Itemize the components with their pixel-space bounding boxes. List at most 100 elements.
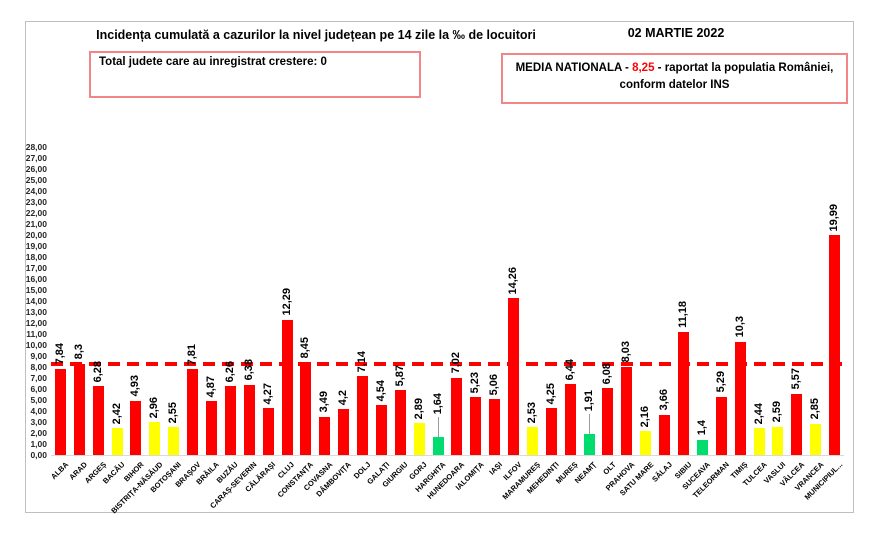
bar-value-label: 6,26 xyxy=(223,360,236,383)
bar-BACĂU xyxy=(111,428,123,455)
y-axis-tick-label: 2,00 xyxy=(30,428,47,438)
y-axis-tick-label: 25,00 xyxy=(25,175,47,185)
y-axis-tick-label: 4,00 xyxy=(30,406,47,416)
y-axis-tick-label: 23,00 xyxy=(25,197,47,207)
bar-GIURGIU xyxy=(394,390,406,455)
bar-COVASNA xyxy=(319,416,331,455)
average-line2: conform datelor INS xyxy=(619,78,730,91)
bar-value-label: 4,87 xyxy=(204,376,217,398)
bar-value-label: 8,3 xyxy=(72,344,85,360)
label-leader-line xyxy=(438,416,439,437)
y-axis-tick-label: 14,00 xyxy=(25,296,47,306)
bar-ARAD xyxy=(73,363,85,455)
bar-value-label: 4,93 xyxy=(129,375,142,397)
bar-OLT xyxy=(602,388,614,455)
average-suffix: - raportat la populatia României, xyxy=(654,62,834,74)
bar-value-label: 6,38 xyxy=(242,359,255,381)
national-average-box: MEDIA NATIONALA - 8,25 - raportat la pop… xyxy=(501,53,848,104)
bar-SIBIU xyxy=(678,332,689,455)
bar-value-label: 4,54 xyxy=(374,379,387,402)
bar-value-label: 1,64 xyxy=(431,392,444,414)
y-axis-tick-label: 9,00 xyxy=(30,351,47,361)
y-axis-tick-label: 21,00 xyxy=(25,219,47,229)
bar-GORJ xyxy=(413,423,425,455)
x-axis-line xyxy=(51,455,844,456)
y-axis-tick-label: 28,00 xyxy=(25,142,47,152)
average-prefix: MEDIA NATIONALA - xyxy=(515,62,633,74)
bar-SĂLAJ xyxy=(659,414,671,455)
growth-summary-box: Total judete care au inregistrat crester… xyxy=(89,51,421,98)
bar-value-label: 5,06 xyxy=(488,373,501,396)
bar-value-label: 4,25 xyxy=(544,382,557,405)
chart-title: Incidența cumulată a cazurilor la nivel … xyxy=(96,28,536,42)
y-axis-tick-label: 17,00 xyxy=(25,263,47,273)
bar-value-label: 1,91 xyxy=(582,389,595,411)
bar-value-label: 8,45 xyxy=(299,336,312,359)
bar-MEHEDINȚI xyxy=(545,408,557,455)
bar-CLUJ xyxy=(281,319,293,455)
bar-BIHOR xyxy=(130,400,142,455)
bar-VÂLCEA xyxy=(791,393,803,455)
bar-value-label: 6,28 xyxy=(91,360,104,382)
bar-value-label: 19,99 xyxy=(828,203,841,232)
bar-IALOMIȚA xyxy=(470,397,482,455)
y-axis-tick-label: 6,00 xyxy=(30,384,47,394)
x-axis-category-label: ALBA xyxy=(48,460,70,482)
bar-value-label: 2,53 xyxy=(525,401,538,424)
bar-DÂMBOVIȚA xyxy=(338,408,350,455)
bar-BRĂILA xyxy=(205,401,217,455)
bar-value-label: 2,16 xyxy=(639,405,652,428)
bar-value-label: 2,96 xyxy=(148,397,161,419)
bar-SUCEAVA xyxy=(696,439,708,455)
bar-value-label: 11,18 xyxy=(677,301,689,329)
bar-value-label: 1,4 xyxy=(695,420,708,436)
national-average-line xyxy=(51,362,844,367)
bar-value-label: 6,44 xyxy=(563,358,576,381)
y-axis-tick-label: 8,00 xyxy=(30,362,47,372)
bar-value-label: 8,03 xyxy=(620,341,633,363)
bar-VASLUI xyxy=(772,426,784,455)
y-axis-tick-label: 24,00 xyxy=(25,186,47,196)
bar-BRAȘOV xyxy=(187,369,199,455)
bar-BISTRIȚA-NĂSĂUD xyxy=(149,422,161,455)
y-axis-tick-label: 22,00 xyxy=(25,208,47,218)
bar-MARAMUREȘ xyxy=(526,427,538,455)
bar-BOTOȘANI xyxy=(168,426,180,455)
bar-TELEORMAN xyxy=(715,396,727,455)
bar-value-label: 2,59 xyxy=(771,401,784,423)
bar-TIMIȘ xyxy=(734,341,746,455)
average-value: 8,25 xyxy=(632,62,655,74)
bar-value-label: 3,49 xyxy=(318,391,331,413)
bar-GALAȚI xyxy=(375,405,387,455)
y-axis-tick-label: 13,00 xyxy=(25,307,47,317)
chart-frame: Incidența cumulată a cazurilor la nivel … xyxy=(25,21,855,515)
y-axis-tick-label: 27,00 xyxy=(25,153,47,163)
bar-value-label: 7,02 xyxy=(450,352,463,374)
y-axis-tick-label: 7,00 xyxy=(30,373,47,383)
bar-value-label: 5,57 xyxy=(790,368,803,390)
bar-value-label: 5,29 xyxy=(714,371,727,393)
bar-value-label: 2,89 xyxy=(412,397,425,420)
bar-value-label: 12,29 xyxy=(280,288,293,316)
y-axis-tick-label: 10,00 xyxy=(25,340,47,350)
bar-CONSTANȚA xyxy=(300,362,312,455)
y-axis-tick-label: 26,00 xyxy=(25,164,47,174)
bar-ARGEȘ xyxy=(92,385,104,455)
bar-VRANCEA xyxy=(810,423,822,455)
bar-value-label: 6,08 xyxy=(601,362,614,385)
label-leader-line xyxy=(589,413,590,434)
bar-IAȘI xyxy=(489,399,501,455)
y-axis-tick-label: 5,00 xyxy=(30,395,47,405)
bar-value-label: 4,27 xyxy=(261,382,274,405)
bar-value-label: 2,44 xyxy=(752,402,765,425)
bar-value-label: 5,23 xyxy=(469,372,482,394)
bar-value-label: 2,55 xyxy=(167,401,180,423)
y-axis-tick-label: 15,00 xyxy=(25,285,47,295)
bar-chart: 0,00 1,00 2,00 3,00 4,00 5,00 6,00 7,00 8,00 9,00… xyxy=(26,22,855,515)
bar-BUZĂU xyxy=(224,386,236,455)
bar-ILFOV xyxy=(508,298,520,455)
y-axis-tick-label: 20,00 xyxy=(25,230,47,240)
growth-summary-text: Total judete care au inregistrat crester… xyxy=(99,56,327,68)
bar-ALBA xyxy=(54,368,66,455)
y-axis-tick-label: 1,00 xyxy=(30,439,47,449)
